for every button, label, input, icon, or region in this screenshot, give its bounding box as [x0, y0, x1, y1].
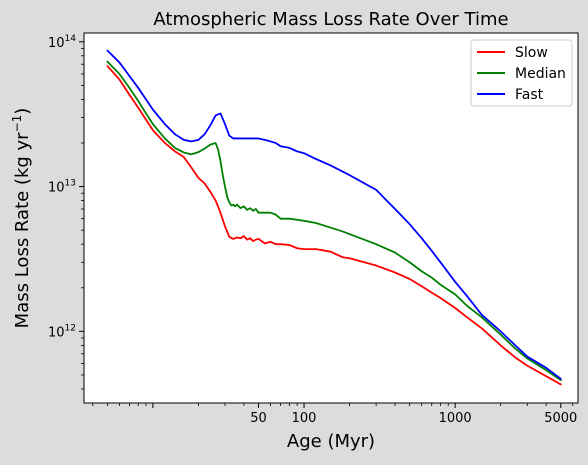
- x-tick-label: 100: [292, 411, 317, 426]
- legend-label-slow: Slow: [515, 45, 548, 61]
- y-tick-label: 1013: [48, 179, 76, 196]
- legend-label-fast: Fast: [515, 87, 544, 103]
- y-axis-label-main: Mass Loss Rate (kg yr: [12, 132, 33, 328]
- series-layer: [106, 49, 562, 386]
- y-axis-label-close: ): [12, 108, 33, 115]
- series-line-slow: [106, 65, 562, 386]
- chart-legend: Slow Median Fast: [470, 39, 573, 107]
- x-tick-label: 1000: [439, 411, 472, 426]
- y-tick-label: 1012: [48, 323, 76, 340]
- chart-title: Atmospheric Mass Loss Rate Over Time: [153, 9, 508, 30]
- x-tick-label: 5000: [544, 411, 577, 426]
- x-axis-label: Age (Myr): [287, 431, 375, 452]
- y-tick-label: 1014: [48, 34, 76, 51]
- series-line-fast: [106, 49, 562, 380]
- y-axis-label-exponent: −1: [10, 115, 24, 133]
- legend-box: [470, 39, 573, 107]
- series-line-median: [106, 60, 562, 382]
- x-tick-label: 50: [250, 411, 267, 426]
- y-axis-label: Mass Loss Rate (kg yr−1): [10, 108, 33, 329]
- axis-ticks: 50 100 1000 5000 1012 1013 1014: [48, 34, 577, 426]
- legend-label-median: Median: [515, 66, 566, 82]
- plot-frame: [83, 32, 579, 404]
